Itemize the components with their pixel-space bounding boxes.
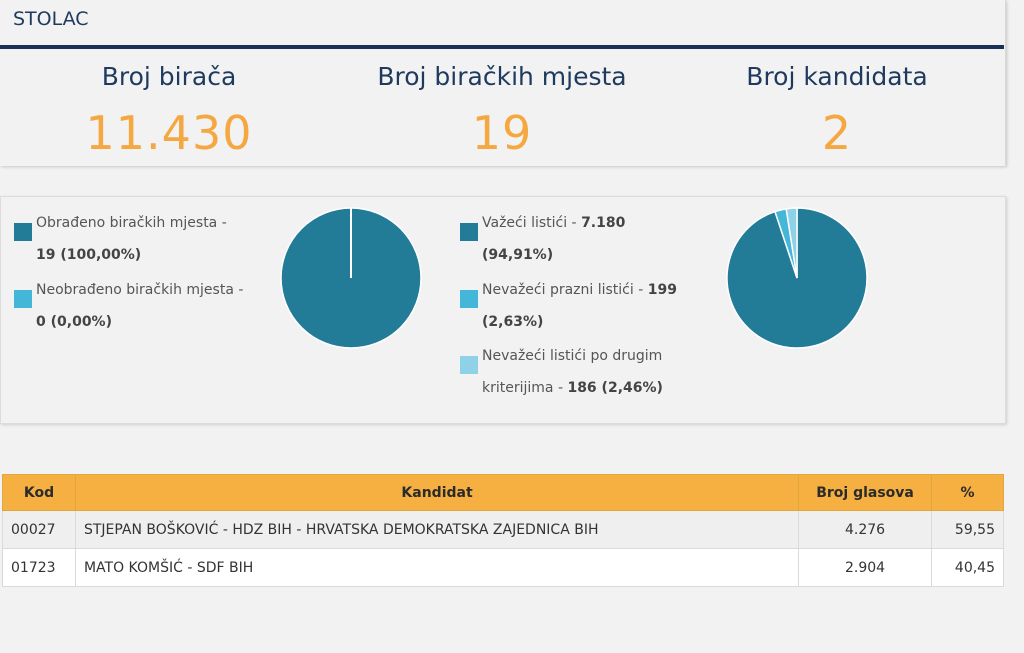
pie-slice-neva-e-i-listi-i-po-drugim-kriterijima[interactable]	[785, 207, 798, 279]
cell-code: 01723	[2, 548, 76, 587]
legend-blank-pct: (2,63%)	[482, 314, 544, 330]
stat-candidates: Broj kandidata 2	[672, 62, 1002, 160]
stat-polling-stations-label: Broj biračkih mjesta	[377, 62, 627, 91]
legend-swatch-valid	[460, 223, 478, 241]
stat-candidates-value: 2	[821, 106, 853, 160]
cell-votes: 4.276	[798, 510, 932, 549]
table-header-row: Kod Kandidat Broj glasova %	[2, 474, 1005, 511]
legend-other-invalid-label-2: kriterijima -	[482, 380, 568, 396]
stat-voters-value: 11.430	[85, 106, 253, 160]
cell-votes: 2.904	[798, 548, 932, 587]
cell-percent: 40,45	[930, 548, 1005, 587]
table-row[interactable]: 01723 MATO KOMŠIĆ - SDF BIH 2.904 40,45	[2, 548, 1005, 587]
stat-voters-label: Broj birača	[101, 62, 237, 91]
legend-processed-stations: Obrađeno biračkih mjesta - 19 (100,00%)	[14, 207, 227, 271]
legend-valid-ballots: Važeći listići - 7.180 (94,91%)	[460, 207, 625, 271]
legend-other-invalid-value: 186 (2,46%)	[567, 380, 663, 396]
legend-processed-label: Obrađeno biračkih mjesta -	[36, 215, 227, 231]
col-header-candidate[interactable]: Kandidat	[74, 474, 800, 511]
legend-blank-label: Nevažeći prazni listići -	[482, 282, 648, 298]
municipality-title: STOLAC	[13, 8, 89, 30]
legend-swatch-blank	[460, 290, 478, 308]
pie-ballots	[726, 207, 868, 349]
pie-polling-stations	[280, 207, 422, 349]
col-header-votes[interactable]: Broj glasova	[798, 474, 932, 511]
legend-other-invalid-label: Nevažeći listići po drugim	[482, 348, 663, 364]
legend-valid-label: Važeći listići -	[482, 215, 582, 231]
cell-candidate: STJEPAN BOŠKOVIĆ - HDZ BIH - HRVATSKA DE…	[74, 510, 800, 549]
results-table: Kod Kandidat Broj glasova % 00027 STJEPA…	[2, 474, 1005, 587]
stat-polling-stations-value: 19	[471, 106, 533, 160]
charts-panel: Obrađeno biračkih mjesta - 19 (100,00%) …	[0, 196, 1006, 424]
cell-code: 00027	[2, 510, 76, 549]
legend-blank-count: 199	[647, 282, 677, 298]
legend-blank-ballots: Nevažeći prazni listići - 199 (2,63%)	[460, 274, 677, 338]
legend-unprocessed-stations: Neobrađeno biračkih mjesta - 0 (0,00%)	[14, 274, 243, 338]
stat-polling-stations: Broj biračkih mjesta 19	[337, 62, 667, 160]
legend-valid-count: 7.180	[581, 215, 626, 231]
legend-swatch-processed	[14, 223, 32, 241]
stat-voters: Broj birača 11.430	[4, 62, 334, 160]
stat-candidates-label: Broj kandidata	[746, 62, 928, 91]
legend-swatch-unprocessed	[14, 290, 32, 308]
cell-candidate: MATO KOMŠIĆ - SDF BIH	[74, 548, 800, 587]
col-header-code[interactable]: Kod	[2, 474, 76, 511]
summary-panel: STOLAC Broj birača 11.430 Broj biračkih …	[0, 0, 1006, 166]
legend-other-invalid-ballots: Nevažeći listići po drugim kriterijima -…	[460, 340, 663, 404]
legend-swatch-other-invalid	[460, 356, 478, 374]
legend-processed-value: 19 (100,00%)	[36, 247, 142, 263]
table-row[interactable]: 00027 STJEPAN BOŠKOVIĆ - HDZ BIH - HRVAT…	[2, 510, 1005, 549]
col-header-percent[interactable]: %	[930, 474, 1005, 511]
legend-valid-pct: (94,91%)	[482, 247, 554, 263]
cell-percent: 59,55	[930, 510, 1005, 549]
header-divider	[0, 45, 1004, 49]
legend-unprocessed-value: 0 (0,00%)	[36, 314, 112, 330]
legend-unprocessed-label: Neobrađeno biračkih mjesta -	[36, 282, 244, 298]
